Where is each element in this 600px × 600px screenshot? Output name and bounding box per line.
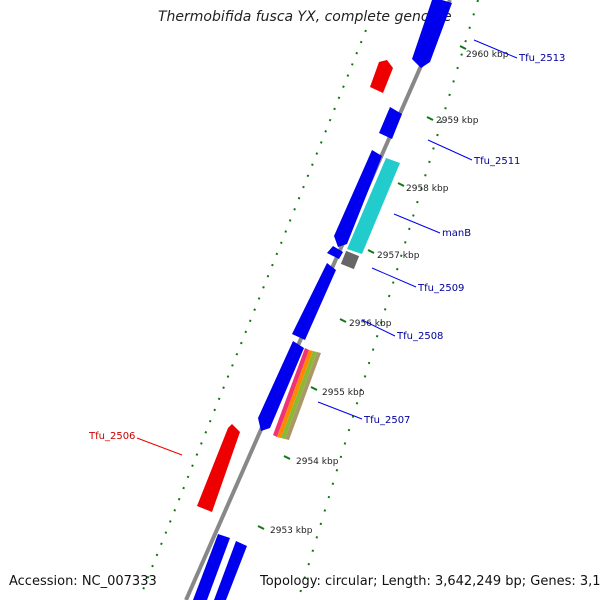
gene-label-manb[interactable]: manB (442, 228, 471, 239)
kbp-label-2955: 2955 kbp (322, 388, 365, 398)
feature-grey[interactable] (340, 250, 360, 270)
cds-tfu-2511[interactable] (334, 150, 382, 247)
gene-label-tfu-2508[interactable]: Tfu_2508 (396, 331, 443, 342)
kbp-label-2958: 2958 kbp (406, 184, 449, 194)
cds-tfu-2506[interactable] (197, 424, 240, 512)
map-title: Thermobifida fusca YX, complete genome (158, 9, 452, 25)
kbp-label-2957: 2957 kbp (377, 251, 420, 261)
cds-bottom-b[interactable] (214, 541, 247, 600)
kbp-tick-marks (257, 45, 467, 530)
cds-tfu-2511-small[interactable] (379, 107, 402, 139)
leader-tfu-2506 (136, 437, 183, 456)
kbp-tick-2953 (257, 525, 265, 530)
cds-tfu-2508[interactable] (258, 341, 304, 431)
leader-tfu-2509 (371, 267, 417, 288)
gene-label-tfu-2513[interactable]: Tfu_2513 (518, 53, 565, 64)
cds-bottom-a[interactable] (193, 534, 230, 600)
kbp-label-2953: 2953 kbp (270, 526, 313, 536)
kbp-tick-2958 (397, 182, 405, 187)
topology-text: Topology: circular; Length: 3,642,249 bp… (260, 574, 600, 589)
cds-tfu-2507-multicolor[interactable] (273, 348, 321, 440)
gene-label-tfu-2511[interactable]: Tfu_2511 (473, 156, 520, 167)
cds-tfu-2509[interactable] (292, 263, 336, 340)
leader-tfu-2513 (473, 39, 518, 59)
kbp-label-2954: 2954 kbp (296, 457, 339, 467)
leader-tfu-2507 (317, 401, 363, 420)
kbp-label-2960: 2960 kbp (466, 50, 509, 60)
gene-label-tfu-2509[interactable]: Tfu_2509 (417, 283, 464, 294)
kbp-tick-2957 (367, 249, 375, 254)
kbp-tick-2956 (339, 318, 347, 323)
kbp-label-2959: 2959 kbp (436, 116, 479, 126)
kbp-tick-2954 (283, 455, 291, 460)
cds-small-blue[interactable] (327, 246, 343, 259)
accession-text: Accession: NC_007333 (9, 574, 157, 589)
cds-manb[interactable] (347, 158, 400, 254)
kbp-tick-2960 (459, 45, 467, 50)
kbp-tick-2955 (310, 386, 318, 391)
leader-tfu-2508 (361, 319, 396, 337)
cds-tfu-2513[interactable] (412, 0, 452, 68)
tick-track-outer (297, 0, 479, 600)
cds-reverse-top[interactable] (370, 60, 393, 93)
gene-label-tfu-2506[interactable]: Tfu_2506 (88, 431, 135, 442)
tick-track-inner (142, 29, 367, 591)
gene-label-tfu-2507[interactable]: Tfu_2507 (363, 415, 410, 426)
leader-tfu-2511 (427, 139, 473, 161)
kbp-tick-2959 (426, 116, 434, 121)
leader-manb (393, 213, 441, 234)
